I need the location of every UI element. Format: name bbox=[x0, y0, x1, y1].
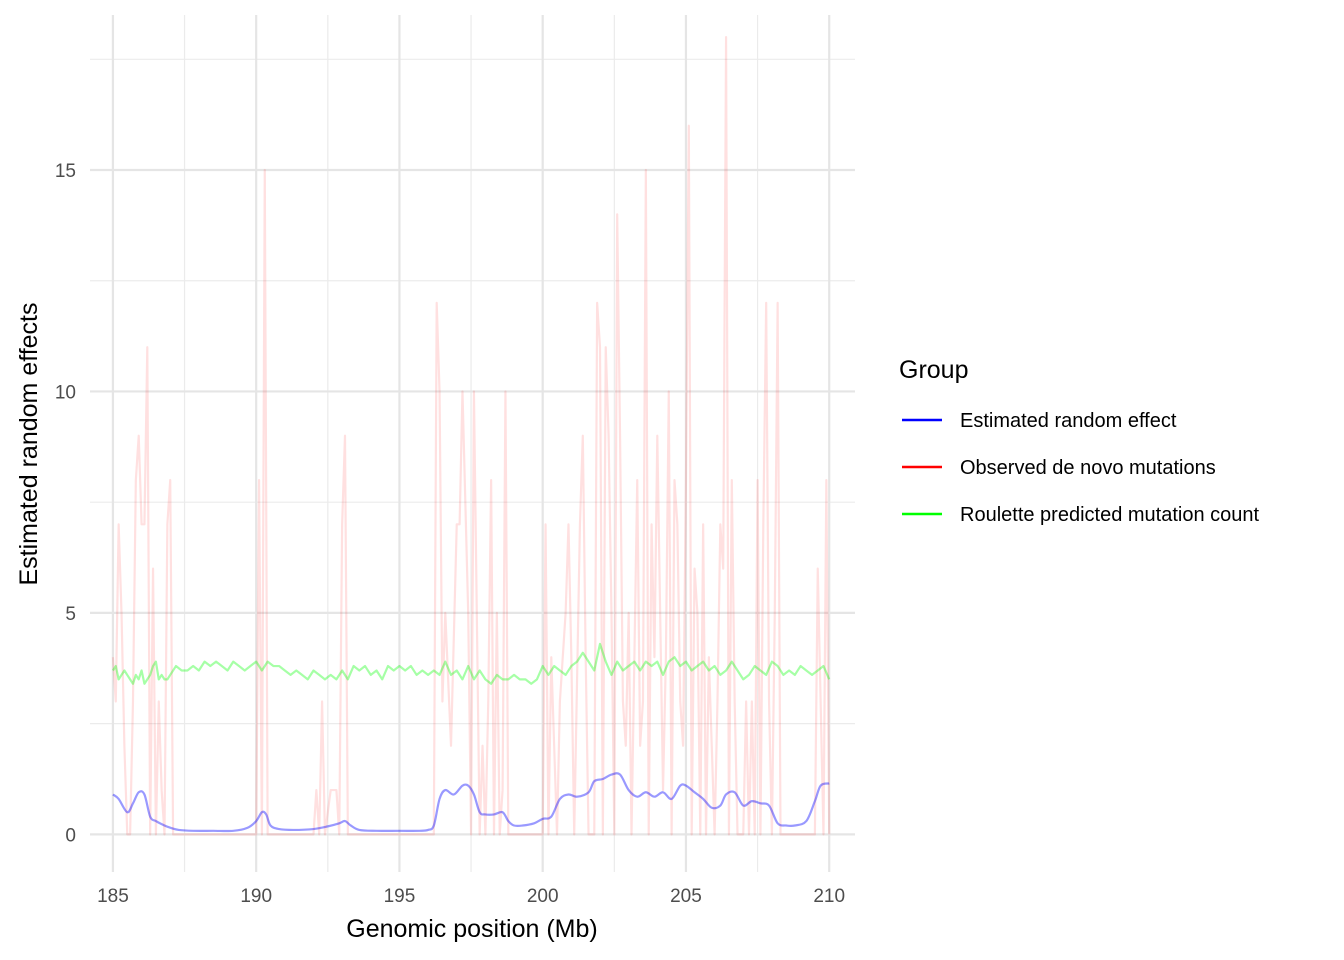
x-tick-label: 190 bbox=[240, 886, 272, 907]
x-tick-label: 195 bbox=[384, 886, 416, 907]
legend-entries: Estimated random effect Observed de novo … bbox=[902, 410, 1260, 526]
y-tick-label: 15 bbox=[55, 161, 76, 182]
legend-label: Observed de novo mutations bbox=[960, 457, 1216, 479]
x-tick-label: 210 bbox=[813, 886, 845, 907]
y-tick-label: 0 bbox=[65, 825, 76, 846]
y-axis-tick-labels: 0 5 10 15 bbox=[55, 161, 76, 846]
x-tick-label: 185 bbox=[97, 886, 129, 907]
series-line-estimated-random-effect bbox=[112, 772, 830, 833]
legend-label: Estimated random effect bbox=[960, 410, 1177, 432]
y-axis-title: Estimated random effects bbox=[15, 302, 43, 585]
legend: Group Estimated random effect Observed de… bbox=[899, 356, 1260, 526]
x-tick-label: 200 bbox=[527, 886, 559, 907]
series-line-observed-de-novo-mutations bbox=[111, 36, 831, 836]
x-axis-title: Genomic position (Mb) bbox=[346, 915, 597, 943]
y-tick-label: 10 bbox=[55, 382, 76, 403]
series-layer bbox=[111, 36, 831, 836]
major-gridlines bbox=[90, 15, 855, 872]
minor-gridlines bbox=[90, 15, 855, 872]
legend-label: Roulette predicted mutation count bbox=[960, 504, 1260, 526]
series-line-roulette-predicted-mutation-count bbox=[111, 642, 831, 685]
x-axis-tick-labels: 185 190 195 200 205 210 bbox=[97, 886, 845, 907]
legend-title: Group bbox=[899, 356, 968, 384]
x-tick-label: 205 bbox=[670, 886, 702, 907]
y-tick-label: 5 bbox=[65, 604, 76, 625]
